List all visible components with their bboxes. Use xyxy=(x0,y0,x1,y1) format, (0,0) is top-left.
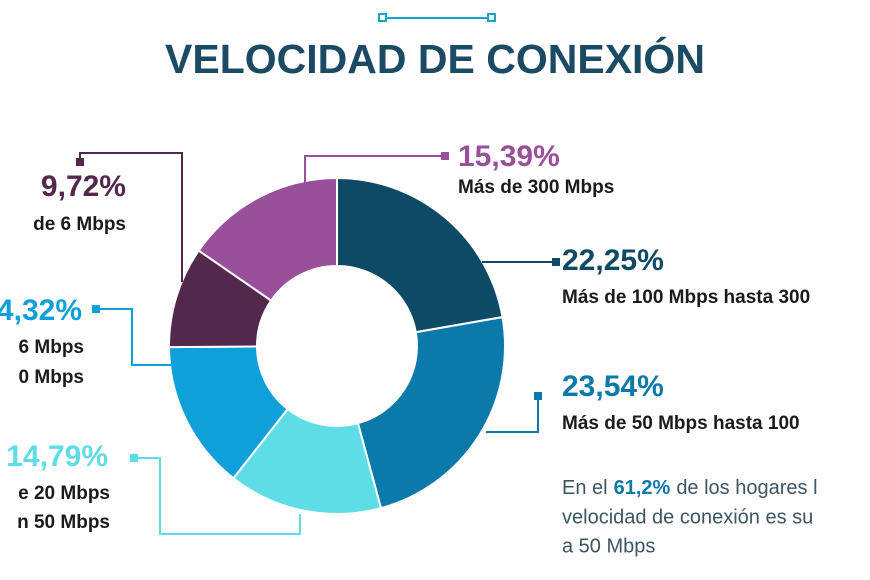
leader-marker xyxy=(441,152,449,160)
note-line: velocidad de conexión es su xyxy=(562,506,813,528)
category-label: Más de 100 Mbps hasta 300 xyxy=(562,287,810,308)
leader-line xyxy=(136,457,301,535)
note-highlight: 61,2% xyxy=(614,477,671,499)
leader-line xyxy=(98,308,172,366)
category-label: n 50 Mbps xyxy=(17,512,110,533)
leader-line xyxy=(486,396,539,433)
leader-marker xyxy=(534,392,542,400)
leader-marker xyxy=(130,454,138,462)
category-label: Más de 50 Mbps hasta 100 xyxy=(562,413,800,434)
category-label: de 6 Mbps xyxy=(33,214,126,235)
category-label: 6 Mbps xyxy=(19,337,84,358)
leader-marker xyxy=(92,305,100,313)
value-label: 15,39% xyxy=(458,140,560,173)
title-ornament xyxy=(378,13,496,22)
category-label: e 20 Mbps xyxy=(18,483,110,504)
note-text: En el xyxy=(562,477,608,499)
chart-title: VELOCIDAD DE CONEXIÓN xyxy=(165,36,705,82)
donut-slice xyxy=(336,176,504,334)
leader-line xyxy=(79,152,183,282)
category-label: Más de 300 Mbps xyxy=(458,177,614,198)
value-label: 9,72% xyxy=(41,170,126,203)
leader-marker xyxy=(76,158,84,166)
note-line: a 50 Mbps xyxy=(562,535,655,557)
value-label: 14,32% xyxy=(0,294,82,327)
leader-marker xyxy=(552,258,560,266)
donut-slice xyxy=(356,315,506,510)
note-line: En el 61,2% de los hogares l xyxy=(562,477,818,499)
value-label: 22,25% xyxy=(562,244,664,277)
donut-slice xyxy=(197,176,338,302)
value-label: 14,79% xyxy=(6,440,108,473)
value-label: 23,54% xyxy=(562,370,664,403)
category-label: 0 Mbps xyxy=(19,367,84,388)
donut-slice xyxy=(232,407,383,515)
note-text: de los hogares l xyxy=(676,477,817,499)
leader-line xyxy=(304,155,445,185)
